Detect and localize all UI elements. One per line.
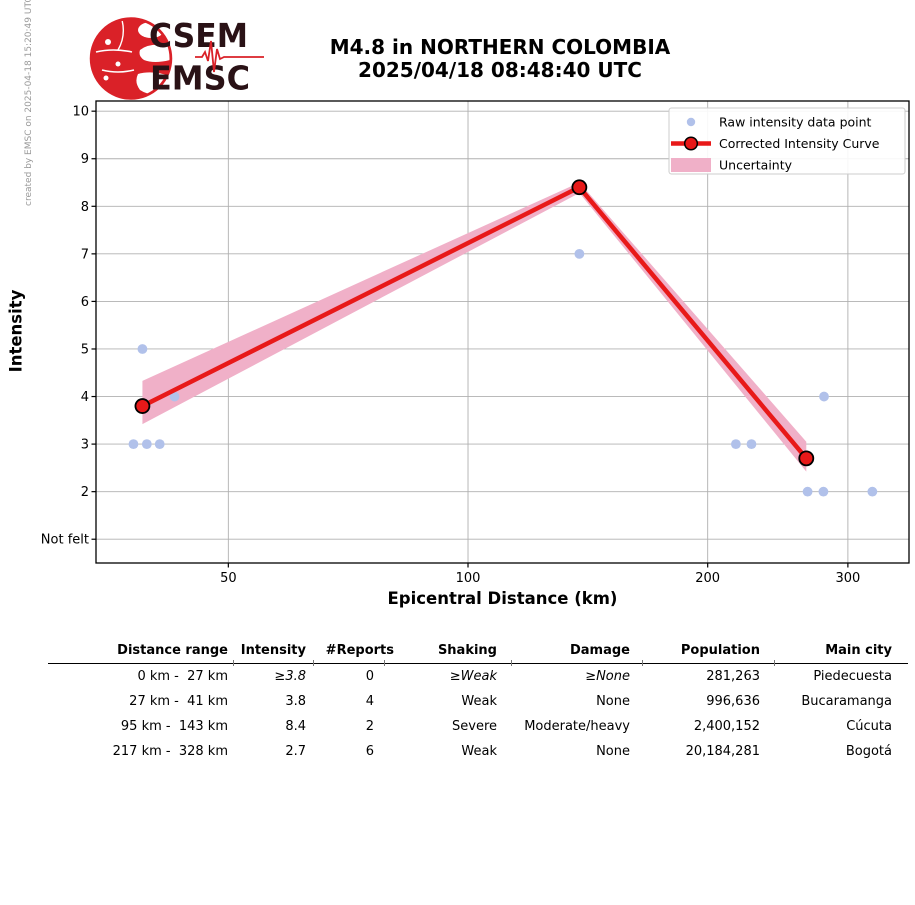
cell-main-city: Bogotá xyxy=(845,744,892,759)
cell-damage: None xyxy=(596,694,630,709)
uncertainty-band xyxy=(142,182,807,472)
cell-intensity: 3.8 xyxy=(285,694,306,709)
plot-border xyxy=(95,100,910,564)
x-tick-label: 200 xyxy=(695,571,720,586)
y-tick-label: 9 xyxy=(81,152,89,167)
column-divider xyxy=(511,660,512,666)
table-row: 27 km - 41 km 3.8 4 Weak None 996,636 Bu… xyxy=(48,689,908,714)
cell-population: 996,636 xyxy=(706,694,760,709)
cell-distance-range: 27 km - 41 km xyxy=(129,694,228,709)
table-row: 217 km - 328 km 2.7 6 Weak None 20,184,2… xyxy=(48,739,908,764)
legend-box xyxy=(668,107,906,175)
legend-label: Raw intensity data point xyxy=(719,115,872,130)
legend-band-icon xyxy=(671,158,711,172)
raw-intensity-point xyxy=(867,486,878,497)
raw-intensity-point xyxy=(137,344,148,354)
legend-marker-icon xyxy=(683,136,699,151)
raw-intensity-point xyxy=(574,248,585,259)
cell-distance-range: 95 km - 143 km xyxy=(120,719,228,734)
y-tick-label: 3 xyxy=(81,438,89,453)
y-tick-label: 7 xyxy=(81,247,89,262)
cell-damage: Moderate/heavy xyxy=(524,719,630,734)
cell-shaking: Weak xyxy=(461,744,497,759)
title-line1: M4.8 in NORTHERN COLOMBIA xyxy=(329,35,671,59)
cell-main-city: Bucaramanga xyxy=(801,694,892,709)
table-row: 0 km - 27 km ≥3.8 0 ≥Weak ≥None 281,263 … xyxy=(48,664,908,689)
raw-intensity-point xyxy=(154,439,165,449)
raw-intensity-point xyxy=(128,439,139,449)
x-tick-label: 100 xyxy=(456,571,481,586)
x-axis-label: Epicentral Distance (km) xyxy=(388,589,618,608)
cell-reports: 0 xyxy=(365,669,374,684)
cell-damage: ≥None xyxy=(585,669,630,684)
column-divider xyxy=(313,660,314,666)
header-reports: #Reports xyxy=(325,643,394,658)
cell-intensity: 2.7 xyxy=(285,744,306,759)
header-damage: Damage xyxy=(569,643,630,658)
y-tick-label: Not felt xyxy=(41,533,89,548)
logo-emsc-text: EMSC xyxy=(150,59,250,98)
summary-table: Distance range Intensity #Reports Shakin… xyxy=(48,640,908,764)
title-line2: 2025/04/18 08:48:40 UTC xyxy=(358,57,642,82)
seismogram-icon xyxy=(195,40,264,73)
header-intensity: Intensity xyxy=(240,643,306,658)
cell-shaking: Severe xyxy=(452,719,497,734)
logo-csem-text: CSEM xyxy=(149,16,248,55)
cell-main-city: Cúcuta xyxy=(846,719,892,734)
table-row: 95 km - 143 km 8.4 2 Severe Moderate/hea… xyxy=(48,714,908,739)
legend-label: Uncertainty xyxy=(719,158,793,173)
column-divider xyxy=(233,660,234,666)
curve-marker xyxy=(571,179,588,196)
x-tick-label: 300 xyxy=(835,571,860,586)
cell-population: 281,263 xyxy=(706,669,760,684)
y-tick-label: 2 xyxy=(81,485,89,500)
cell-main-city: Piedecuesta xyxy=(813,669,892,684)
table-body: 0 km - 27 km ≥3.8 0 ≥Weak ≥None 281,263 … xyxy=(48,664,908,764)
legend-dot-icon xyxy=(686,117,696,127)
cell-reports: 2 xyxy=(365,719,374,734)
y-tick-label: 5 xyxy=(81,342,89,357)
cell-intensity: 8.4 xyxy=(285,719,306,734)
cell-distance-range: 217 km - 328 km xyxy=(112,744,228,759)
y-tick-label: 6 xyxy=(81,295,89,310)
legend-label: Corrected Intensity Curve xyxy=(719,136,880,151)
curve-marker xyxy=(798,450,815,467)
header-distance-range: Distance range xyxy=(117,643,228,658)
cell-population: 20,184,281 xyxy=(685,744,760,759)
cell-damage: None xyxy=(596,744,630,759)
y-tick-label: 4 xyxy=(81,390,89,405)
column-divider xyxy=(774,660,775,666)
cell-intensity: ≥3.8 xyxy=(274,669,306,684)
header-main-city: Main city xyxy=(825,643,892,658)
cell-shaking: Weak xyxy=(461,694,497,709)
raw-intensity-point xyxy=(730,439,741,449)
header-shaking: Shaking xyxy=(437,643,497,658)
cell-population: 2,400,152 xyxy=(693,719,760,734)
cell-distance-range: 0 km - 27 km xyxy=(137,669,228,684)
x-tick-label: 50 xyxy=(220,571,237,586)
raw-intensity-point xyxy=(818,486,829,497)
raw-intensity-point xyxy=(746,439,757,449)
y-tick-label: 8 xyxy=(81,200,89,215)
raw-intensity-point xyxy=(141,439,152,449)
corrected-intensity-curve xyxy=(141,185,809,460)
emsc-logo: CSEM EMSC xyxy=(89,16,264,100)
raw-intensity-point xyxy=(819,391,829,402)
page-title: M4.8 in NORTHERN COLOMBIA 2025/04/18 08:… xyxy=(85,36,915,81)
column-divider xyxy=(384,660,385,666)
column-divider xyxy=(642,660,643,666)
y-axis-label: Intensity xyxy=(7,289,26,372)
table-header-row: Distance range Intensity #Reports Shakin… xyxy=(48,640,908,664)
cell-shaking: ≥Weak xyxy=(449,669,497,684)
intensity-chart: 50 100 200 300 Not felt 2 3 4 5 6 7 8 9 10 Epicentral … xyxy=(7,100,910,608)
header-population: Population xyxy=(680,643,760,658)
raw-intensity-point xyxy=(169,391,180,402)
cell-reports: 4 xyxy=(365,694,374,709)
raw-intensity-point xyxy=(802,486,813,497)
curve-marker xyxy=(134,398,151,414)
cell-reports: 6 xyxy=(365,744,374,759)
y-tick-label: 10 xyxy=(72,105,89,120)
